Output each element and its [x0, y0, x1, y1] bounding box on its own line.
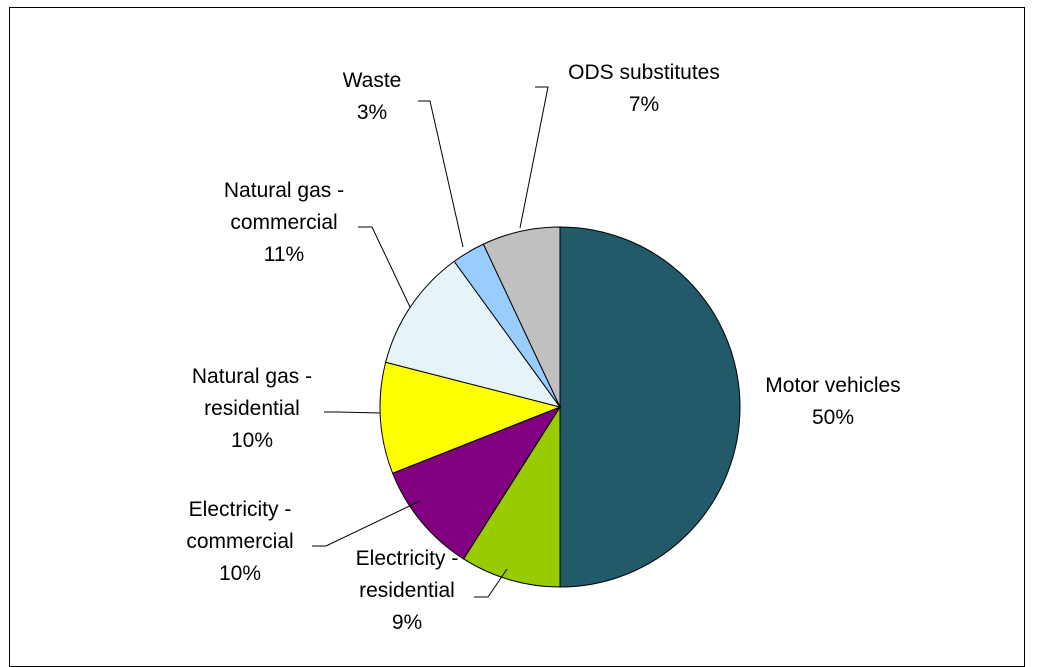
- slice-motor-vehicles: [559, 226, 741, 588]
- pie-slices: [379, 226, 741, 588]
- slice-name-line: Motor vehicles: [765, 374, 900, 397]
- slice-label-natural-gas-commercial: Natural gas - commercial 11%: [224, 179, 344, 266]
- slice-electricity-residential: [462, 405, 561, 588]
- slice-name-line: commercial: [186, 530, 293, 553]
- slice-label-motor-vehicles: Motor vehicles 50%: [765, 374, 900, 429]
- slice-percent: 10%: [219, 562, 261, 585]
- slice-label-waste: Waste 3%: [343, 69, 402, 124]
- slice-percent: 11%: [264, 243, 304, 266]
- leader-line-natural-gas-residential: [324, 411, 381, 414]
- slice-ods-substitutes: [482, 226, 561, 408]
- slice-label-natural-gas-residential: Natural gas - residential 10%: [192, 365, 312, 452]
- leader-line-electricity-residential: [474, 568, 508, 598]
- slice-name-line: Natural gas -: [224, 179, 344, 202]
- leader-line-ods-substitutes: [519, 86, 549, 229]
- slice-name-line: Electricity -: [356, 547, 459, 570]
- slice-label-electricity-residential: Electricity - residential 9%: [356, 547, 459, 634]
- slice-label-electricity-commercial: Electricity - commercial 10%: [186, 498, 293, 585]
- slice-name-line: residential: [204, 397, 300, 420]
- slice-percent: 3%: [357, 101, 387, 124]
- slice-percent: 50%: [812, 406, 854, 429]
- slice-name-line: residential: [359, 579, 455, 602]
- slice-label-ods-substitutes: ODS substitutes 7%: [568, 61, 720, 116]
- slice-name-line: Waste: [343, 69, 402, 92]
- slice-name-line: Electricity -: [189, 498, 292, 521]
- leader-line-electricity-commercial: [312, 500, 421, 547]
- slice-natural-gas-residential: [379, 361, 562, 474]
- slice-percent: 10%: [231, 429, 273, 452]
- leader-lines: [312, 86, 549, 598]
- slice-percent: 9%: [392, 611, 422, 634]
- slice-name-line: commercial: [230, 211, 337, 234]
- slice-electricity-commercial: [391, 405, 562, 560]
- slice-labels: Motor vehicles 50% Electricity - residentia…: [186, 61, 900, 634]
- leader-line-natural-gas-commercial: [358, 226, 411, 308]
- slice-percent: 7%: [629, 93, 659, 116]
- leader-line-waste: [418, 100, 464, 248]
- slice-name-line: Natural gas -: [192, 365, 312, 388]
- slice-natural-gas-commercial: [385, 260, 562, 408]
- slice-name-line: ODS substitutes: [568, 61, 720, 84]
